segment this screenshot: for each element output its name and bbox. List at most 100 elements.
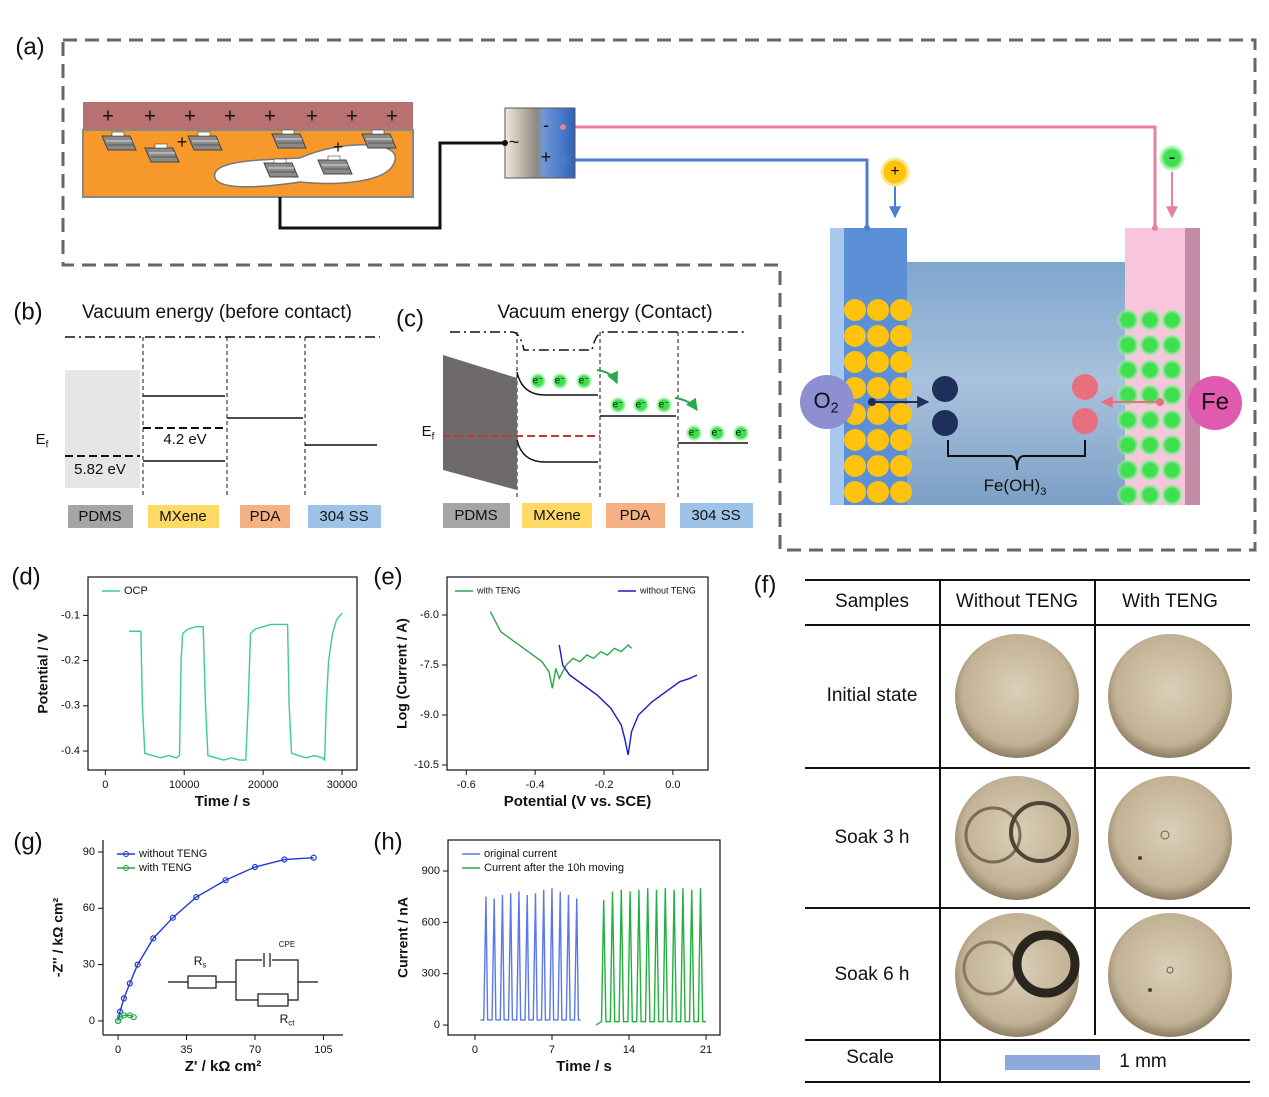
point [120,1012,128,1019]
x-axis-label: Time / s [556,1058,612,1075]
cathode-particle [1117,309,1139,331]
cathode-particle [1139,359,1161,381]
electron-label: e⁻ [736,428,747,439]
electron [576,373,592,389]
x-tick-label: 105 [314,1044,332,1056]
particles [844,299,1183,506]
band-c [443,331,748,500]
anode-particle [867,299,889,321]
anode-sign: + [890,163,899,180]
electron-label: e⁻ [613,400,624,411]
x-tick-label: -0.4 [526,779,545,791]
plot-frame [447,839,721,1036]
anode-particle [844,351,866,373]
series-line [480,888,581,1021]
x-tick-label: 10000 [169,779,200,791]
oxygen-label: O2 [813,388,838,417]
charge: + [184,105,196,127]
dashed-frame [61,38,1257,552]
source-sign: - [543,115,549,135]
anode-particle [890,299,912,321]
legend-label: OCP [124,585,148,597]
y-tick-label: 30 [83,959,95,971]
pore [214,144,396,188]
teng-top [83,102,413,130]
legend-marker [123,851,129,857]
y-tick-label: -0.4 [61,745,80,757]
x-tick-label: 7 [549,1044,555,1056]
cathode-particle [1161,459,1183,481]
fermi-label-main: E [36,431,46,448]
x-tick-label: 20000 [248,779,279,791]
anode-particle [867,325,889,347]
anode-particle [844,455,866,477]
fermi-label-sub: f [432,431,435,442]
plot-frame [446,576,709,771]
charge: + [306,105,318,127]
electron-label: e⁻ [689,428,700,439]
charge: + [346,105,358,127]
electron-label: e⁻ [579,376,590,387]
y-tick-label: 900 [422,865,440,877]
electron [709,425,725,441]
anode-particle [890,429,912,451]
y-tick-label: -0.3 [61,700,80,712]
anode-particle [890,455,912,477]
charge: + [224,105,236,127]
material-label: MXene [159,508,207,525]
cathode-particle [1161,484,1183,506]
y-axis-label: -Z'' / kΩ cm² [50,897,66,977]
row-label: Scale [846,1047,894,1068]
circuit-label-main: R [280,1012,289,1026]
x-tick-label: 30000 [327,779,358,791]
electron-label: e⁻ [659,400,670,411]
y-tick-label: 0 [434,1019,440,1031]
cathode-particle [1139,309,1161,331]
oxygen-label-main: O [813,388,830,413]
charge: + [333,137,344,157]
anode-particle [844,325,866,347]
charge: + [264,105,276,127]
y-axis-label: Potential / V [35,633,51,714]
panel-label: (e) [373,563,402,590]
electron [633,397,649,413]
anode-particle [867,429,889,451]
legend-label: original current [484,848,557,860]
anode-particle [844,481,866,503]
anode-particle [867,351,889,373]
electron [733,425,749,441]
charge: + [386,105,398,127]
table-header: Without TENG [956,591,1078,612]
panel-label: (d) [11,563,40,590]
cathode-particle [1117,384,1139,406]
y-tick-label: -6.0 [420,609,439,621]
brace [947,440,1086,471]
charge: + [177,132,188,152]
x-axis-label: Time / s [195,793,251,810]
electron [530,373,546,389]
legend-label: Current after the 10h moving [484,862,624,874]
point [116,1008,124,1015]
anode-particle [890,351,912,373]
cathode-particle [1117,334,1139,356]
panel-label: (b) [13,298,42,325]
material-boxes-b [68,505,381,528]
source-sign: + [541,147,552,167]
cathode-particle [1139,409,1161,431]
x-tick-label: -0.2 [595,779,614,791]
cathode-particle [1161,434,1183,456]
cathode-particle [1161,334,1183,356]
point [150,935,157,942]
point [134,961,141,968]
charge: + [144,105,156,127]
point [251,863,259,871]
series-line [595,888,707,1026]
iron-label: Fe [1201,388,1229,415]
fermi-label: Ef [36,431,49,450]
cathode-particle [1117,459,1139,481]
anode-particle [867,481,889,503]
x-tick-label: 70 [249,1044,261,1056]
x-axis-label: Z' / kΩ cm² [185,1058,261,1075]
electron-label: e⁻ [533,376,544,387]
